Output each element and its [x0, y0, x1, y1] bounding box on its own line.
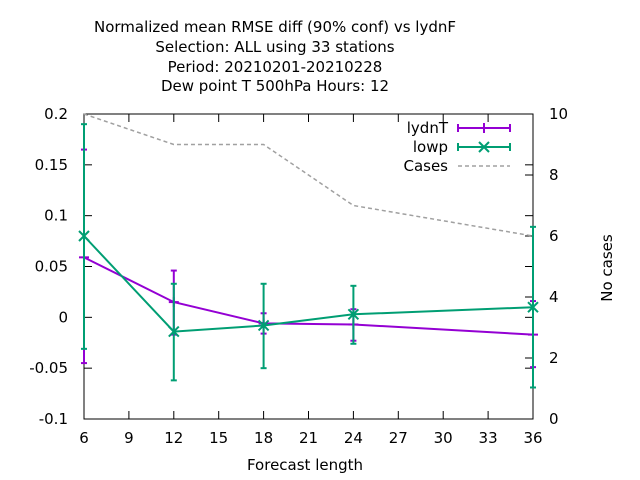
y2-tick-label: 6 [549, 227, 559, 245]
data-point-marker [257, 319, 270, 332]
legend-entry: lydnT [407, 119, 511, 137]
x-tick-label: 36 [523, 429, 542, 447]
data-point-marker [347, 308, 360, 320]
x-tick-label: 24 [344, 429, 363, 447]
x-tick-label: 9 [124, 429, 134, 447]
x-tick-label: 33 [479, 429, 498, 447]
y2-tick-label: 10 [549, 105, 568, 123]
y2-tick-label: 8 [549, 166, 559, 184]
series-line [83, 235, 534, 333]
data-point-marker [168, 325, 180, 338]
y-tick-label: -0.05 [29, 359, 68, 377]
title-line-4: Dew point T 500hPa Hours: 12 [161, 77, 389, 95]
series-layer [78, 113, 539, 389]
series-lowp [78, 123, 539, 389]
data-point-marker [478, 141, 490, 153]
series-cases [83, 113, 534, 237]
x-tick-label: 6 [79, 429, 89, 447]
y-tick-label: 0.05 [35, 258, 68, 276]
chart-title: Normalized mean RMSE diff (90% conf) vs … [94, 18, 456, 95]
title-line-3: Period: 20210201-20210228 [168, 58, 383, 76]
y2-tick-label: 4 [549, 288, 559, 306]
y-tick-label: 0.15 [35, 156, 68, 174]
plot-frame [83, 113, 534, 420]
y2-axis: 0 2 4 6 8 10 [525, 105, 568, 428]
x-axis: 6 9 12 15 18 21 24 27 30 33 36 [79, 114, 543, 447]
y-tick-label: -0.1 [39, 410, 68, 428]
x-tick-label: 18 [254, 429, 273, 447]
legend-label: Cases [403, 157, 448, 175]
legend-label: lydnT [407, 119, 449, 137]
y2-tick-label: 2 [549, 349, 559, 367]
y2-tick-label: 0 [549, 410, 559, 428]
series-line [83, 113, 534, 237]
y-axis: -0.1 -0.05 0 0.05 0.1 0.15 0.2 [29, 105, 533, 428]
y-tick-label: 0 [58, 308, 68, 326]
y2-axis-label: No cases [598, 234, 616, 302]
series-line [83, 256, 534, 336]
y-tick-label: 0.1 [44, 207, 68, 225]
data-point-marker [78, 230, 90, 242]
x-axis-label: Forecast length [247, 456, 363, 474]
legend-entry: lowp [413, 138, 511, 156]
legend-label: lowp [413, 138, 448, 156]
legend-entry: Cases [403, 157, 510, 175]
x-tick-label: 21 [299, 429, 318, 447]
title-line-1: Normalized mean RMSE diff (90% conf) vs … [94, 18, 456, 36]
x-tick-label: 15 [209, 429, 228, 447]
x-tick-label: 27 [389, 429, 408, 447]
x-tick-label: 12 [164, 429, 183, 447]
series-lydnt [79, 148, 538, 369]
title-line-2: Selection: ALL using 33 stations [155, 38, 394, 56]
x-tick-label: 30 [434, 429, 453, 447]
y-tick-label: 0.2 [44, 105, 68, 123]
data-point-marker [527, 301, 539, 313]
